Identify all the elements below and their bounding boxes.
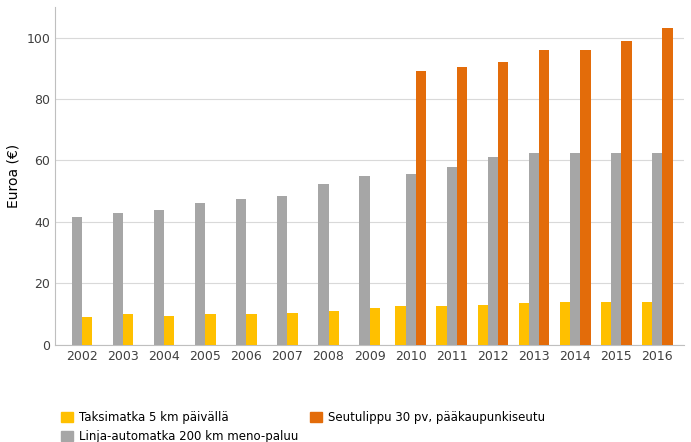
Bar — [123, 314, 133, 345]
Bar — [370, 308, 380, 345]
Bar — [519, 303, 529, 345]
Bar — [287, 312, 298, 345]
Bar — [164, 316, 174, 345]
Bar — [570, 153, 580, 345]
Bar — [359, 176, 370, 345]
Bar — [621, 41, 632, 345]
Bar — [642, 302, 652, 345]
Bar — [328, 311, 339, 345]
Bar — [395, 306, 406, 345]
Bar — [663, 28, 673, 345]
Bar — [477, 305, 488, 345]
Bar — [319, 183, 328, 345]
Bar — [652, 153, 663, 345]
Bar — [416, 72, 426, 345]
Bar — [406, 174, 416, 345]
Bar — [82, 317, 92, 345]
Bar — [601, 302, 611, 345]
Bar — [154, 210, 164, 345]
Bar — [529, 153, 539, 345]
Y-axis label: Euroa (€): Euroa (€) — [7, 144, 21, 208]
Bar — [277, 196, 287, 345]
Bar — [247, 314, 256, 345]
Legend: Taksimatka 5 km päivällä, Linja-automatka 200 km meno-paluu, Seutulippu 30 pv, p: Taksimatka 5 km päivällä, Linja-automatk… — [61, 412, 545, 442]
Bar — [113, 213, 123, 345]
Bar — [195, 203, 205, 345]
Bar — [72, 217, 82, 345]
Bar — [611, 153, 621, 345]
Bar — [457, 67, 467, 345]
Bar — [560, 302, 570, 345]
Bar — [205, 314, 216, 345]
Bar — [236, 199, 247, 345]
Bar — [539, 50, 549, 345]
Bar — [437, 306, 446, 345]
Bar — [580, 50, 591, 345]
Bar — [498, 62, 509, 345]
Bar — [446, 167, 457, 345]
Bar — [488, 157, 498, 345]
